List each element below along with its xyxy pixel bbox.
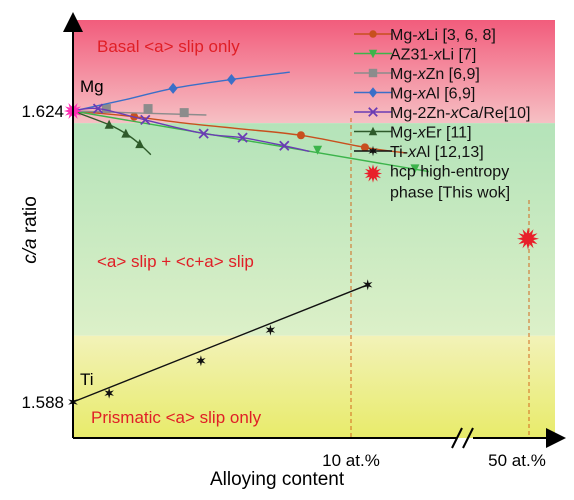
data-point bbox=[369, 30, 376, 37]
y-tick-label: 1.588 bbox=[21, 393, 64, 412]
y-tick-label: 1.624 bbox=[21, 102, 64, 121]
legend-label: AZ31-xLi [7] bbox=[390, 47, 476, 64]
x-tick-label: 50 at.% bbox=[488, 451, 546, 470]
data-point bbox=[361, 143, 369, 151]
legend-label: Mg-xZn [6,9] bbox=[390, 66, 480, 83]
data-point bbox=[297, 131, 305, 139]
data-point bbox=[102, 104, 111, 113]
legend-label: Ti-xAl [12,13] bbox=[390, 144, 484, 161]
region-label-basal: Basal <a> slip only bbox=[97, 37, 240, 56]
data-point bbox=[180, 108, 189, 117]
x-tick-label: 10 at.% bbox=[322, 451, 380, 470]
point-label-mg: Mg bbox=[80, 77, 104, 96]
point-label-ti: Ti bbox=[80, 370, 94, 389]
legend-label: Mg-xLi [3, 6, 8] bbox=[390, 27, 496, 44]
data-point bbox=[369, 69, 377, 77]
x-axis-label: Alloying content bbox=[210, 469, 345, 490]
y-axis-label: c/a ratio bbox=[20, 196, 41, 264]
legend-label: Mg-xEr [11] bbox=[390, 125, 472, 142]
background-regions bbox=[73, 20, 555, 438]
region-label-prismatic: Prismatic <a> slip only bbox=[91, 408, 262, 427]
legend-label: Mg-xAl [6,9] bbox=[390, 86, 475, 103]
data-point bbox=[144, 104, 153, 113]
legend-label: Mg-2Zn-xCa/Re[10] bbox=[390, 105, 531, 122]
region-label-mixed: <a> slip + <c+a> slip bbox=[97, 252, 254, 271]
